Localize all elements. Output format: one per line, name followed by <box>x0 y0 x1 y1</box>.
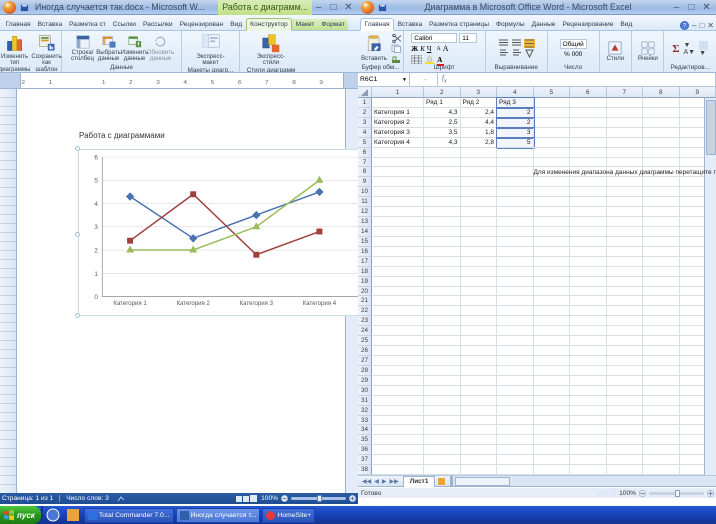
svg-text:1: 1 <box>49 80 53 86</box>
svg-text:3: 3 <box>156 80 160 86</box>
svg-text:Категория 1: Категория 1 <box>113 301 147 307</box>
svg-text:Категория 3: Категория 3 <box>240 301 274 307</box>
svg-text:1: 1 <box>102 80 106 86</box>
svg-text:2: 2 <box>129 80 133 86</box>
svg-text:9: 9 <box>319 80 323 86</box>
svg-text:Категория 4: Категория 4 <box>303 301 337 307</box>
svg-text:2: 2 <box>21 80 25 86</box>
svg-text:Категория 2: Категория 2 <box>177 301 211 307</box>
svg-text:2: 2 <box>94 248 98 255</box>
svg-text:5: 5 <box>94 178 98 185</box>
svg-text:5: 5 <box>211 80 215 86</box>
svg-text:1: 1 <box>94 271 98 278</box>
svg-text:6: 6 <box>94 154 98 161</box>
svg-text:0: 0 <box>94 294 98 301</box>
svg-text:7: 7 <box>265 80 269 86</box>
svg-text:4: 4 <box>94 201 98 208</box>
svg-text:3: 3 <box>94 224 98 231</box>
svg-text:8: 8 <box>292 80 296 86</box>
svg-text:4: 4 <box>183 80 187 86</box>
svg-text:6: 6 <box>238 80 242 86</box>
